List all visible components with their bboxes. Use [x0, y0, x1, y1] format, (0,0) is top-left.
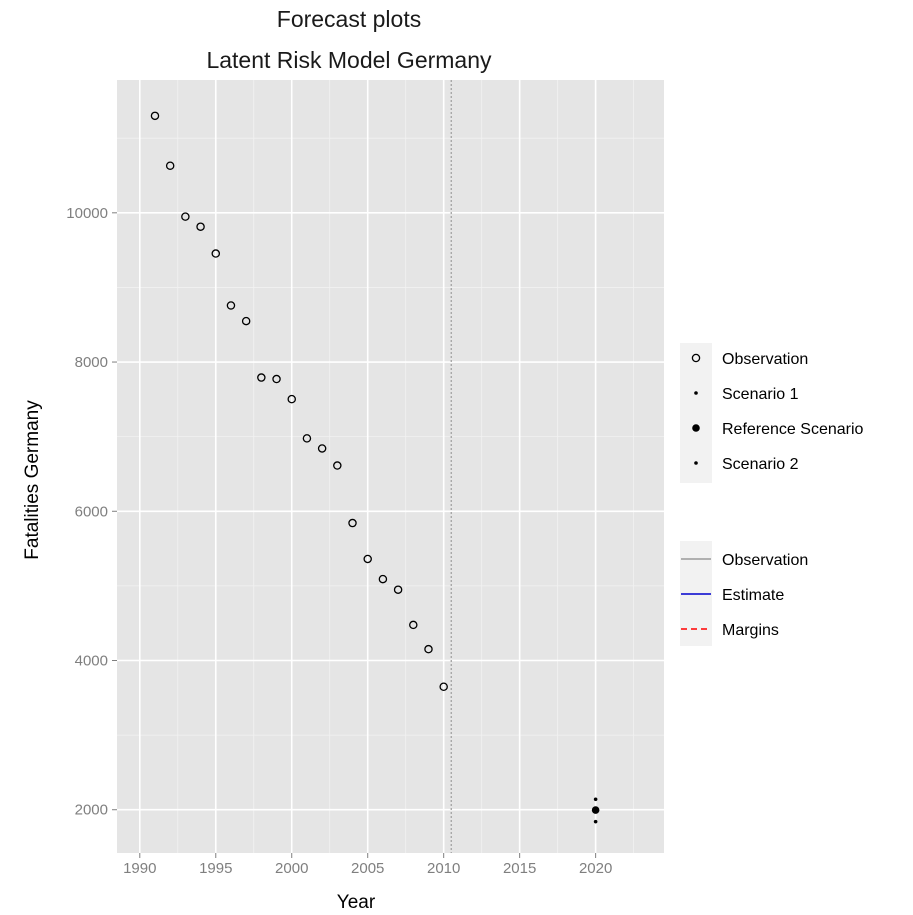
data-point	[424, 644, 433, 654]
data-point	[593, 819, 598, 824]
legend-label: Scenario 2	[722, 456, 799, 473]
legend-label: Estimate	[722, 587, 784, 604]
data-point	[409, 620, 418, 630]
legend-marker	[694, 391, 698, 395]
data-point	[333, 461, 342, 470]
data-point	[226, 301, 236, 310]
data-point	[378, 574, 388, 584]
y-axis: 2000 4000 6000 8000 10000	[66, 205, 117, 819]
plot-panel	[117, 80, 664, 853]
y-tick-label: 6000	[75, 503, 108, 520]
data-point	[393, 585, 403, 594]
x-tick-label: 1995	[199, 860, 232, 877]
data-point	[302, 434, 312, 443]
data-point	[181, 212, 190, 221]
legend-label: Observation	[722, 351, 808, 368]
data-point	[593, 797, 598, 802]
x-tick-label: 1990	[123, 860, 156, 877]
y-tick-label: 8000	[75, 354, 108, 371]
y-axis-label: Fatalities Germany	[22, 400, 43, 560]
legend-marker	[692, 424, 700, 432]
data-point	[363, 554, 372, 564]
data-point	[317, 444, 327, 453]
legend-label: Reference Scenario	[722, 421, 864, 438]
x-tick-label: 2020	[579, 860, 612, 877]
data-point	[196, 222, 205, 231]
grid-minor	[117, 80, 664, 853]
y-tick-label: 2000	[75, 802, 108, 819]
data-point	[287, 394, 296, 404]
data-point	[591, 806, 600, 814]
chart-title: Forecast plots	[277, 6, 421, 32]
x-tick-label: 2015	[503, 860, 536, 877]
x-tick-label: 2000	[275, 860, 308, 877]
legend-marker	[694, 461, 698, 465]
y-tick-label: 4000	[75, 652, 108, 669]
x-tick-label: 2010	[427, 860, 460, 877]
data-point	[165, 161, 175, 170]
data-point	[211, 249, 221, 258]
legend-marker	[691, 353, 701, 363]
legend-lines: Observation Estimate Margins	[680, 541, 808, 646]
x-axis-label: Year	[337, 892, 376, 913]
data-point	[241, 316, 251, 326]
grid-major	[117, 80, 664, 853]
y-tick-label: 10000	[66, 205, 108, 222]
legend-points: Observation Scenario 1 Reference Scenario S…	[680, 343, 864, 483]
chart-subtitle: Latent Risk Model Germany	[206, 47, 492, 73]
data-point	[348, 518, 357, 528]
data-point	[439, 682, 448, 692]
legend-label: Scenario 1	[722, 386, 799, 403]
data-point	[150, 111, 160, 121]
data-point	[257, 373, 266, 382]
data-points	[150, 111, 600, 824]
legend-label: Margins	[722, 622, 779, 639]
x-axis: 1990 1995 2000 2005 2010 2015 2020	[123, 853, 612, 877]
legend-label: Observation	[722, 552, 808, 569]
x-tick-label: 2005	[351, 860, 384, 877]
data-point	[272, 374, 281, 384]
